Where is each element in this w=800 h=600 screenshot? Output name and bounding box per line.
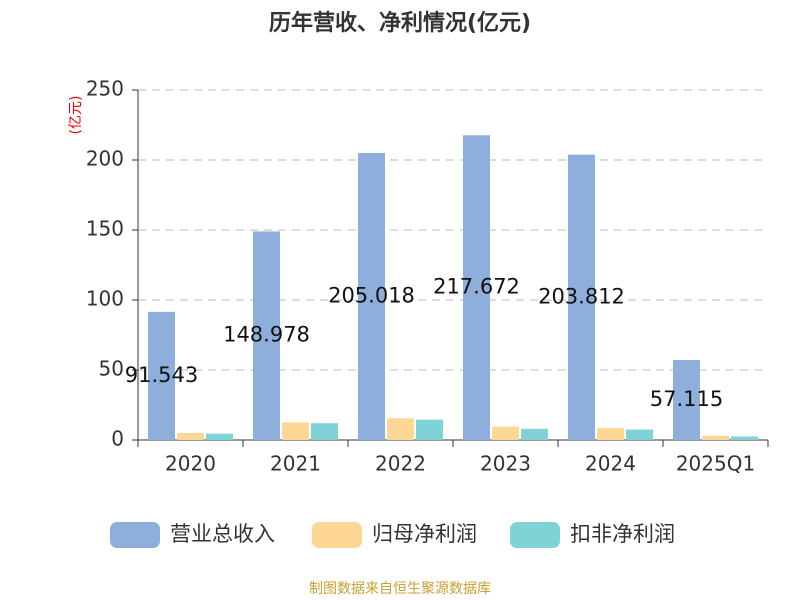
y-tick-label: 200 bbox=[86, 147, 124, 171]
x-tick-label: 2021 bbox=[270, 452, 321, 476]
chart-title: 历年营收、净利情况(亿元) bbox=[269, 10, 531, 36]
bar bbox=[492, 426, 519, 440]
bar bbox=[311, 423, 338, 440]
legend-label: 营业总收入 bbox=[170, 522, 275, 546]
data-label: 205.018 bbox=[328, 283, 415, 307]
y-axis-label: (亿元) bbox=[68, 96, 84, 135]
legend-swatch bbox=[312, 522, 362, 548]
bar bbox=[568, 154, 595, 440]
data-label: 148.978 bbox=[223, 323, 310, 347]
bar bbox=[416, 419, 443, 440]
bar bbox=[387, 418, 414, 440]
x-tick-label: 2025Q1 bbox=[676, 452, 755, 476]
bar bbox=[463, 135, 490, 440]
bar bbox=[626, 429, 653, 440]
data-label: 203.812 bbox=[538, 284, 625, 308]
data-label: 217.672 bbox=[433, 275, 520, 299]
x-tick-label: 2022 bbox=[375, 452, 426, 476]
bar bbox=[731, 436, 758, 440]
x-tick-label: 2024 bbox=[585, 452, 636, 476]
legend-label: 归母净利润 bbox=[372, 522, 477, 546]
bar bbox=[282, 422, 309, 440]
bar bbox=[253, 231, 280, 440]
y-tick-label: 150 bbox=[86, 217, 124, 241]
data-label: 91.543 bbox=[125, 363, 198, 387]
bar bbox=[148, 311, 175, 440]
x-tick-label: 2023 bbox=[480, 452, 531, 476]
y-tick-label: 250 bbox=[86, 77, 124, 101]
y-tick-label: 0 bbox=[111, 427, 124, 451]
data-label: 57.115 bbox=[650, 387, 723, 411]
bar bbox=[177, 433, 204, 440]
bar bbox=[702, 435, 729, 440]
bar bbox=[673, 360, 700, 440]
bar bbox=[597, 428, 624, 440]
bar bbox=[521, 428, 548, 440]
legend-swatch bbox=[510, 522, 560, 548]
bar bbox=[206, 433, 233, 440]
legend-swatch bbox=[110, 522, 160, 548]
legend-label: 扣非净利润 bbox=[570, 522, 675, 546]
bar bbox=[358, 152, 385, 440]
y-tick-label: 50 bbox=[99, 357, 124, 381]
y-tick-label: 100 bbox=[86, 287, 124, 311]
x-tick-label: 2020 bbox=[165, 452, 216, 476]
footer: 制图数据来自恒生聚源数据库 bbox=[309, 581, 491, 597]
